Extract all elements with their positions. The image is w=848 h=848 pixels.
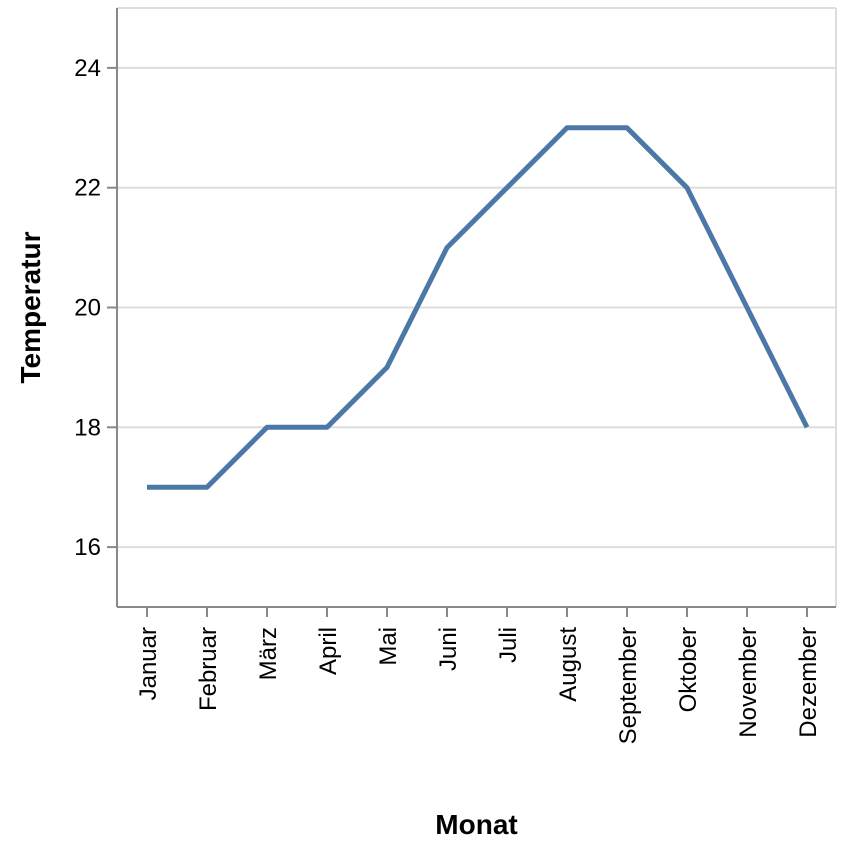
x-tick-label: August <box>555 627 582 702</box>
x-tick-label: Oktober <box>675 627 702 712</box>
x-tick-label: Juni <box>435 627 462 671</box>
x-tick-label: Mai <box>375 627 402 666</box>
x-tick-label: November <box>735 627 762 738</box>
x-tick-label: März <box>255 627 282 680</box>
x-tick-label: Januar <box>135 627 162 700</box>
series-line <box>147 125 810 490</box>
y-axis-title: Temperatur <box>15 231 46 383</box>
x-axis: Januar Februar März April Mai Juni Juli August S… <box>117 606 836 744</box>
y-tick-label: 16 <box>74 534 101 561</box>
x-tick-label: Dezember <box>795 627 822 738</box>
y-tick-label: 22 <box>74 175 101 202</box>
x-tick-label: September <box>615 627 642 744</box>
x-tick-label: April <box>315 627 342 675</box>
grid-lines <box>117 66 836 549</box>
y-tick-label: 18 <box>74 414 101 441</box>
y-tick-label: 20 <box>74 295 101 322</box>
x-tick-label: Februar <box>195 627 222 711</box>
y-tick-label: 24 <box>74 55 101 82</box>
x-axis-title: Monat <box>435 809 517 840</box>
x-tick-label: Juli <box>495 627 522 663</box>
series-group <box>147 125 810 490</box>
plot-frame <box>117 7 837 607</box>
y-axis: 16 18 20 22 24 <box>74 8 118 607</box>
